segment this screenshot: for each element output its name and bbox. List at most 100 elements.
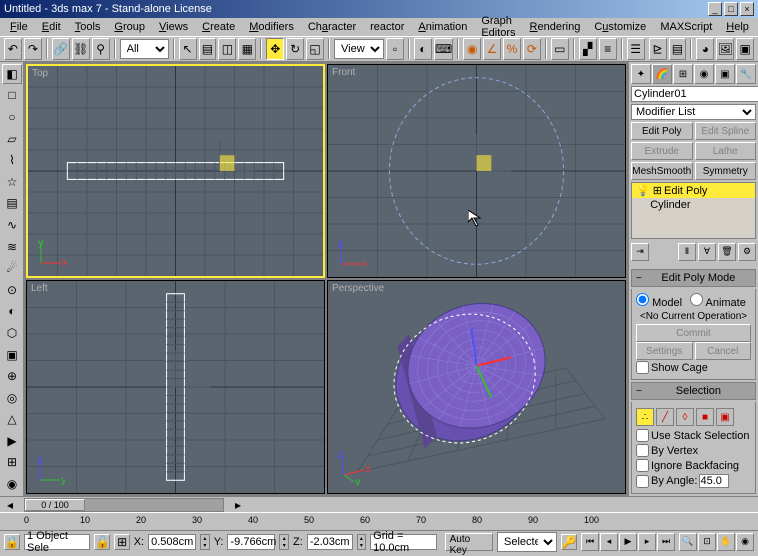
tab-tool-1[interactable]: ◧ — [2, 64, 22, 84]
lock-button[interactable]: 🔒 — [4, 534, 20, 550]
unlink-button[interactable]: ⛓ — [72, 38, 90, 60]
goto-start-button[interactable]: ⏮ — [581, 533, 599, 551]
z-coord-field[interactable]: -2.03cm — [307, 534, 353, 550]
menu-character[interactable]: Character — [302, 19, 362, 35]
sel-vertex-icon[interactable]: ∴ — [636, 408, 654, 426]
menu-views[interactable]: Views — [153, 19, 194, 35]
manipulate-button[interactable]: ◐ — [414, 38, 432, 60]
time-slider[interactable]: 0 / 100 — [24, 498, 224, 512]
zoom-all-button[interactable]: ⊡ — [698, 533, 716, 551]
key-filter-dropdown[interactable]: Selected — [497, 532, 557, 552]
viewport-front[interactable]: Front xz — [327, 64, 626, 278]
btn-extrude[interactable]: Extrude — [631, 142, 693, 160]
y-spinner[interactable]: ▴▾ — [279, 534, 289, 550]
lock-selection-button[interactable]: 🔓 — [94, 534, 110, 550]
check-ignore-backfacing[interactable] — [636, 459, 649, 472]
menu-grapheditors[interactable]: Graph Editors — [475, 13, 521, 41]
next-frame-button[interactable]: ▸ — [638, 533, 656, 551]
tab-motion[interactable]: ◉ — [694, 64, 714, 84]
reactor-wind-icon[interactable]: ☄ — [2, 258, 22, 278]
reactor-hinge-icon[interactable]: ◎ — [2, 388, 22, 408]
radio-animate[interactable]: Animate — [690, 293, 746, 309]
tab-modify[interactable]: 🌈 — [652, 64, 672, 84]
radio-model[interactable]: Model — [636, 293, 682, 309]
spinner-snap-button[interactable]: ⟳ — [523, 38, 541, 60]
menu-edit[interactable]: Edit — [36, 19, 67, 35]
align-button[interactable]: ≡ — [599, 38, 617, 60]
show-result-button[interactable]: Ⅱ — [678, 243, 696, 261]
move-button[interactable]: ✥ — [266, 38, 284, 60]
menu-file[interactable]: File — [4, 19, 34, 35]
reactor-sphere-icon[interactable]: ○ — [2, 107, 22, 127]
sel-element-icon[interactable]: ▣ — [716, 408, 734, 426]
angle-snap-button[interactable]: ∠ — [483, 38, 501, 60]
x-spinner[interactable]: ▴▾ — [200, 534, 210, 550]
select-region-button[interactable]: ◫ — [218, 38, 236, 60]
menu-modifiers[interactable]: Modifiers — [243, 19, 300, 35]
check-use-stack[interactable] — [636, 429, 649, 442]
window-crossing-button[interactable]: ▦ — [238, 38, 256, 60]
reactor-preview-icon[interactable]: ▶ — [2, 431, 22, 451]
btn-cancel[interactable]: Cancel — [695, 342, 752, 360]
check-by-vertex[interactable] — [636, 444, 649, 457]
mirror-button[interactable]: ▞ — [579, 38, 597, 60]
object-name-field[interactable] — [631, 86, 758, 102]
key-mode-button[interactable]: 🔑 — [561, 534, 577, 550]
tab-create[interactable]: ✦ — [631, 64, 651, 84]
rollout-selection-header[interactable]: Selection — [631, 382, 756, 400]
timeline-right-button[interactable]: ▸ — [228, 498, 248, 512]
check-by-angle[interactable] — [636, 475, 649, 488]
percent-snap-button[interactable]: % — [503, 38, 521, 60]
modifier-stack[interactable]: 💡 ⊞ Edit Poly Cylinder — [631, 182, 756, 239]
tab-display[interactable]: ▣ — [715, 64, 735, 84]
pan-button[interactable]: ✋ — [717, 533, 735, 551]
stack-item-editpoly[interactable]: 💡 ⊞ Edit Poly — [632, 183, 755, 198]
btn-edit-spline[interactable]: Edit Spline — [695, 122, 757, 140]
rollout-editpoly-header[interactable]: Edit Poly Mode — [631, 269, 756, 287]
btn-edit-poly[interactable]: Edit Poly — [631, 122, 693, 140]
menu-create[interactable]: Create — [196, 19, 241, 35]
bind-button[interactable]: ⚲ — [92, 38, 110, 60]
reactor-fracture-icon[interactable]: ⬡ — [2, 323, 22, 343]
modifier-list-dropdown[interactable]: Modifier List — [631, 104, 756, 120]
reactor-toy-icon[interactable]: ◐ — [2, 302, 22, 322]
btn-lathe[interactable]: Lathe — [695, 142, 757, 160]
scale-button[interactable]: ◱ — [306, 38, 324, 60]
reactor-plane-icon[interactable]: ▱ — [2, 129, 22, 149]
reactor-create-icon[interactable]: ⊞ — [2, 453, 22, 473]
angle-value-field[interactable] — [699, 474, 729, 488]
stack-item-cylinder[interactable]: Cylinder — [632, 198, 755, 212]
ref-coord-system[interactable]: View — [334, 39, 384, 59]
reactor-spring-icon[interactable]: ⌇ — [2, 150, 22, 170]
y-coord-field[interactable]: -9.766cm — [227, 534, 275, 550]
time-ruler[interactable]: 0 10 20 30 40 50 60 70 80 90 100 — [0, 512, 758, 530]
reactor-motor-icon[interactable]: ⊙ — [2, 280, 22, 300]
reactor-rope-icon[interactable]: ∿ — [2, 215, 22, 235]
minimize-button[interactable]: _ — [708, 2, 722, 16]
maximize-button[interactable]: □ — [724, 2, 738, 16]
sel-polygon-icon[interactable]: ■ — [696, 408, 714, 426]
x-coord-field[interactable]: 0.508cm — [148, 534, 196, 550]
menu-group[interactable]: Group — [108, 19, 151, 35]
reactor-car-icon[interactable]: ▣ — [2, 345, 22, 365]
link-button[interactable]: 🔗 — [52, 38, 70, 60]
reactor-water-icon[interactable]: ≋ — [2, 237, 22, 257]
curve-editor-button[interactable]: ⊵ — [649, 38, 667, 60]
goto-end-button[interactable]: ⏭ — [657, 533, 675, 551]
menu-rendering[interactable]: Rendering — [524, 19, 587, 35]
z-spinner[interactable]: ▴▾ — [357, 534, 367, 550]
close-button[interactable]: × — [740, 2, 754, 16]
check-show-cage[interactable] — [636, 361, 649, 374]
menu-reactor[interactable]: reactor — [364, 19, 410, 35]
viewport-top[interactable]: Top — [26, 64, 325, 278]
render-scene-button[interactable]: 🖼 — [716, 38, 734, 60]
btn-settings[interactable]: Settings — [636, 342, 693, 360]
viewport-left[interactable]: Left yz — [26, 280, 325, 494]
quick-render-button[interactable]: ▣ — [736, 38, 754, 60]
menu-maxscript[interactable]: MAXScript — [654, 19, 718, 35]
sel-border-icon[interactable]: ◊ — [676, 408, 694, 426]
arc-rotate-button[interactable]: ◉ — [736, 533, 754, 551]
make-unique-button[interactable]: ∀ — [698, 243, 716, 261]
reactor-prism-icon[interactable]: △ — [2, 410, 22, 430]
keyboard-button[interactable]: ⌨ — [434, 38, 453, 60]
